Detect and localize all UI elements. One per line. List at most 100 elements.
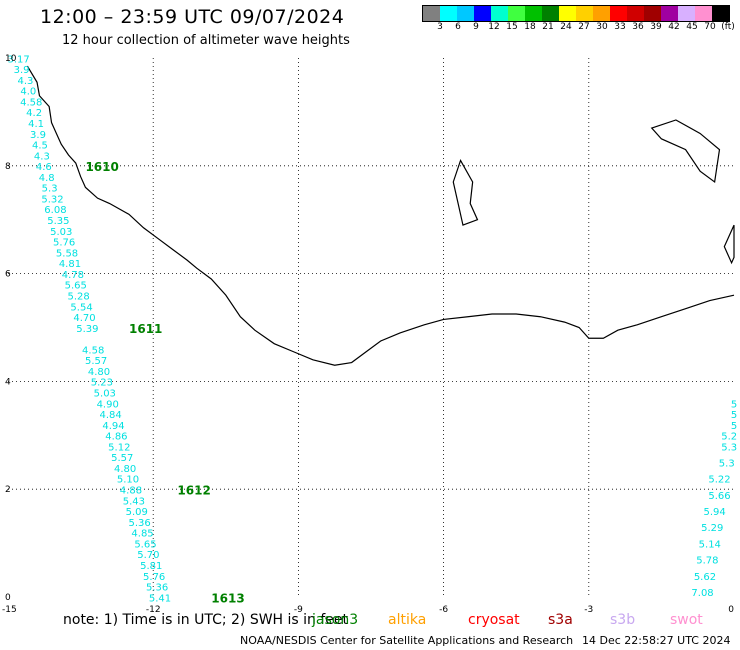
colorbar-tick-label: 30	[596, 22, 608, 32]
wave-height-label: 5.36	[146, 583, 168, 594]
y-tick-label: 8	[5, 162, 11, 172]
wave-height-label: 4.90	[97, 399, 119, 410]
colorbar-tick-label: 33	[614, 22, 626, 32]
wave-height-label: 4.58	[82, 345, 104, 356]
colorbar-swatch	[508, 6, 525, 21]
wave-height-label: 5.76	[53, 238, 75, 249]
wave-height-label: 3.17	[8, 54, 30, 65]
wave-height-label: 5.78	[696, 556, 718, 567]
wave-height-label: 4.80	[114, 464, 136, 475]
colorbar-swatch	[712, 6, 729, 21]
wave-height-label: 5.3	[719, 459, 735, 470]
wave-height-label: 5	[731, 399, 737, 410]
wave-height-label: 4.78	[62, 270, 84, 281]
satellite-legend-s3a: s3a	[548, 612, 573, 628]
lake-outline	[650, 119, 721, 184]
colorbar-tick-label: (ft)	[721, 22, 735, 32]
x-tick-label: 0	[728, 605, 734, 615]
wave-height-label: 4.94	[102, 421, 124, 432]
x-tick-label: -12	[146, 605, 161, 615]
wave-height-label: 5.66	[708, 491, 730, 502]
wave-height-label: 4.5	[32, 141, 48, 152]
colorbar-tick-label: 15	[506, 22, 518, 32]
colorbar-swatch	[457, 6, 474, 21]
wave-height-label: 5.57	[85, 356, 107, 367]
wave-height-label: 5.94	[704, 507, 726, 518]
wave-height-label: 4.8	[39, 173, 55, 184]
colorbar-swatch	[627, 6, 644, 21]
colorbar-tick-label: 6	[455, 22, 461, 32]
colorbar-swatch	[576, 6, 593, 21]
wave-height-label: 6.08	[44, 205, 66, 216]
wave-height-label: 5.70	[137, 550, 159, 561]
wave-height-label: 5.03	[94, 388, 116, 399]
colorbar-swatch	[525, 6, 542, 21]
wave-height-label: 4.85	[131, 529, 153, 540]
coastline-path	[26, 65, 735, 366]
wave-height-label: 4.88	[120, 486, 142, 497]
colorbar-tick-label: 12	[488, 22, 500, 32]
colorbar-tick-label: 42	[668, 22, 680, 32]
wave-height-label: 5.57	[111, 453, 133, 464]
wave-height-label: 5.62	[694, 572, 716, 583]
page-subtitle: 12 hour collection of altimeter wave hei…	[62, 33, 350, 48]
wave-height-label: 4.3	[34, 151, 50, 162]
x-tick-label: -15	[2, 605, 17, 615]
wave-height-label: 4.2	[26, 108, 42, 119]
colorbar-swatch	[423, 6, 440, 21]
colorbar-swatch	[559, 6, 576, 21]
colorbar-tick-label: 27	[578, 22, 590, 32]
y-tick-label: 6	[5, 270, 11, 280]
altimeter-tracks: 3.173.94.34.04.584.24.13.94.54.34.64.85.…	[8, 54, 738, 604]
x-tick-label: -6	[439, 605, 448, 615]
wave-height-label: 5.39	[76, 324, 98, 335]
wave-height-label: 4.70	[73, 313, 95, 324]
wave-height-label: 5.36	[129, 518, 151, 529]
colorbar-swatch	[491, 6, 508, 21]
wave-height-label: 5.22	[708, 475, 730, 486]
satellite-legend-jason3: jason3	[312, 612, 359, 628]
colorbar-tick-label: 39	[650, 22, 662, 32]
colorbar-tick-label: 18	[524, 22, 536, 32]
satellite-legend-altika: altika	[388, 612, 427, 628]
wave-height-label: 5.3	[42, 184, 58, 195]
y-tick-label: 10	[5, 54, 17, 64]
wave-height-label: 4.0	[20, 87, 36, 98]
y-tick-label: 2	[5, 485, 11, 495]
wave-height-label: 5.54	[70, 302, 92, 313]
satellite-legend-swot: swot	[670, 612, 703, 628]
axis-ticks: -15 -12 -9 -6 -3 0 0 2 4 6 8 10	[2, 54, 734, 615]
wave-height-label: 5.28	[68, 291, 90, 302]
colorbar-swatch	[593, 6, 610, 21]
y-tick-label: 0	[5, 593, 11, 603]
pass-labels: 1610 1611 1612 1613 1	[85, 160, 740, 605]
colorbar-swatch	[542, 6, 559, 21]
wave-height-label: 4.3	[17, 76, 33, 87]
wave-height-label: 5.35	[47, 216, 69, 227]
y-tick-label: 4	[5, 377, 11, 387]
wave-height-label: 5.81	[140, 561, 162, 572]
wave-height-label: 5.3	[721, 442, 737, 453]
pass-number-label: 1611	[129, 322, 162, 336]
wave-height-label: 5.29	[701, 523, 723, 534]
colorbar	[422, 5, 730, 22]
colorbar-tick-label: 24	[560, 22, 572, 32]
lake-outline	[723, 224, 735, 265]
page-title: 12:00 – 23:59 UTC 09/07/2024	[40, 6, 345, 28]
wave-height-label: 5.65	[134, 539, 156, 550]
note-text: note: 1) Time is in UTC; 2) SWH is in fe…	[63, 612, 349, 628]
colorbar-tick-label: 9	[473, 22, 479, 32]
colorbar-tick-label: 45	[686, 22, 698, 32]
wave-height-label: 4.1	[28, 119, 44, 130]
wave-height-label: 4.80	[88, 367, 110, 378]
wave-height-label: 5.23	[91, 378, 113, 389]
colorbar-swatch	[474, 6, 491, 21]
lat-lon-grid	[8, 58, 734, 597]
wave-height-label: 4.84	[99, 410, 121, 421]
wave-height-label: 5	[731, 421, 737, 432]
wave-height-label: 5	[731, 410, 737, 421]
wave-height-label: 3.9	[30, 130, 46, 141]
colorbar-labels: 3 6 9 12 15 18 21 24 27 30 33 36 39 42 45 70 (ft)	[422, 22, 737, 34]
wave-height-label: 4.81	[59, 259, 81, 270]
